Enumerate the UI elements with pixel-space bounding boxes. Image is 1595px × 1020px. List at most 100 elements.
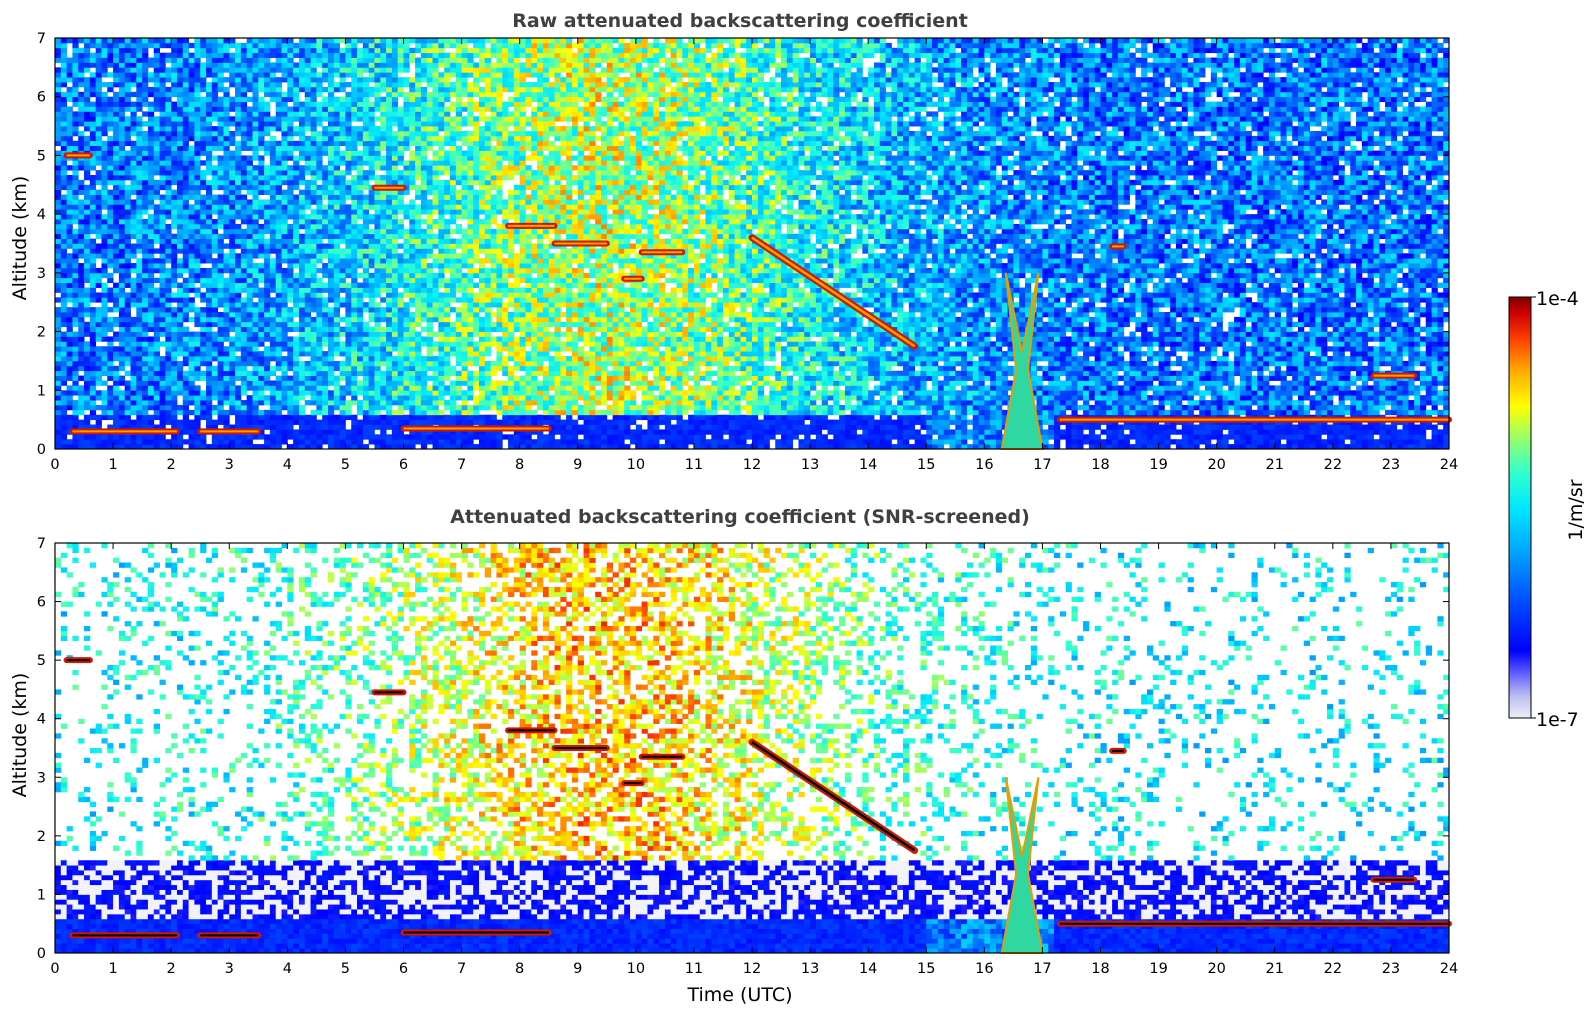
heatmap-cell [165,370,172,376]
heatmap-cell [101,336,108,342]
heatmap-cell [229,233,236,239]
heatmap-cell [269,67,277,73]
heatmap-cell [304,189,311,195]
heatmap-cell [124,194,131,200]
heatmap-cell [194,233,201,239]
heatmap-cell [211,380,219,386]
heatmap-cell [281,77,288,83]
heatmap-cell [107,341,114,347]
heatmap-cell [72,336,79,342]
heatmap-cell [165,287,172,293]
heatmap-cell [147,145,155,151]
heatmap-cell [287,360,294,367]
heatmap-cell [72,209,79,215]
heatmap-cell [397,175,404,181]
heatmap-cell [171,170,178,176]
heatmap-cell [206,130,213,137]
heatmap-cell [420,297,428,303]
heatmap-cell [339,160,346,166]
heatmap-cell [298,302,306,308]
heatmap-cell [182,130,189,137]
heatmap-cell [235,72,242,78]
heatmap-cell [269,150,277,156]
heatmap-cell [380,47,387,54]
heatmap-cell [130,165,137,171]
heatmap-cell [171,189,178,195]
heatmap-cell [403,365,410,372]
heatmap-cell [397,86,404,93]
heatmap-cell [182,121,189,127]
heatmap-cell [240,91,248,98]
heatmap-cell [275,292,282,298]
heatmap-cell [136,351,143,357]
heatmap-cell [322,424,329,430]
heatmap-cell [153,209,160,215]
heatmap-cell [420,155,428,161]
heatmap-cell [55,214,62,220]
heatmap-cell [409,170,416,176]
heatmap-cell [194,214,201,220]
heatmap-cell [55,116,62,122]
heatmap-cell [310,189,317,195]
heatmap-cell [55,42,62,49]
heatmap-cell [281,341,288,347]
heatmap-cell [327,414,335,421]
heatmap-cell [293,170,300,176]
heatmap-cell [136,184,143,191]
heatmap-cell [211,82,219,88]
heatmap-cell [200,101,207,107]
heatmap-cell [72,419,79,425]
heatmap-cell [275,233,282,239]
heatmap-cell [246,439,253,445]
heatmap-cell [84,38,91,44]
heatmap-cell [386,150,393,156]
heatmap-cell [333,395,341,401]
heatmap-cell [281,106,288,112]
heatmap-cell [327,287,335,293]
heatmap-cell [211,179,219,186]
heatmap-cell [72,67,79,73]
heatmap-cell [229,302,236,308]
heatmap-cell [339,395,346,401]
heatmap-cell [316,140,323,147]
heatmap-cell [182,223,189,230]
heatmap-cell [415,170,422,176]
heatmap-cell [235,52,242,58]
heatmap-cell [206,282,213,288]
heatmap-cell [124,263,131,269]
heatmap-cell [217,238,224,244]
heatmap-cell [113,331,120,337]
heatmap-cell [380,400,387,406]
heatmap-cell [362,380,370,386]
heatmap-cell [357,199,364,205]
heatmap-cell [252,209,259,215]
heatmap-cell [386,57,393,63]
heatmap-cell [217,135,224,142]
heatmap-cell [275,238,282,244]
heatmap-cell [327,395,335,401]
heatmap-cell [304,414,311,421]
heatmap-cell [351,424,358,430]
heatmap-cell [339,121,346,127]
heatmap-cell [60,47,68,54]
heatmap-cell [107,258,114,264]
heatmap-cell [194,145,201,151]
heatmap-cell [89,223,97,230]
heatmap-cell [113,135,120,142]
heatmap-cell [304,302,311,308]
heatmap-cell [107,86,114,93]
heatmap-cell [327,233,335,239]
heatmap-cell [362,38,370,44]
heatmap-cell [147,130,155,137]
heatmap-cell [95,365,102,372]
heatmap-cell [130,341,137,347]
heatmap-cell [287,316,294,323]
heatmap-cell [426,82,433,88]
heatmap-cell [258,400,265,406]
heatmap-cell [165,199,172,205]
heatmap-cell [159,360,166,367]
heatmap-cell [55,67,62,73]
heatmap-cell [130,52,137,58]
heatmap-cell [409,165,416,171]
heatmap-cell [391,356,399,362]
